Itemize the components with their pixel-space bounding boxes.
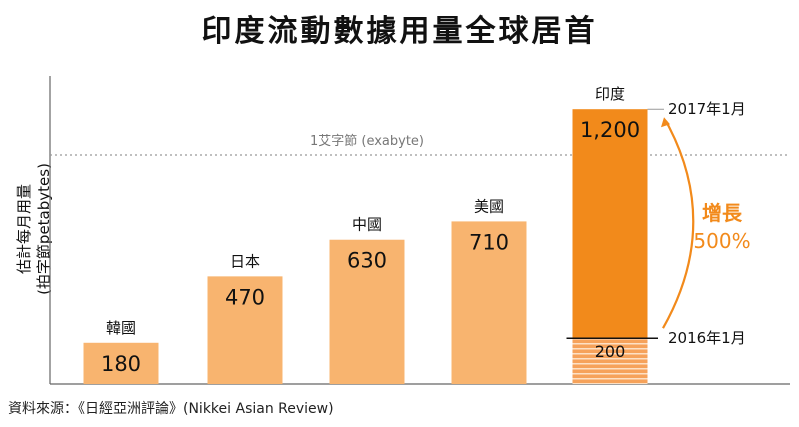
bar-4 xyxy=(451,221,527,384)
category-label-5: 印度 xyxy=(595,85,625,103)
growth-arrow-head xyxy=(661,117,670,128)
category-label-3: 中國 xyxy=(352,216,382,234)
bar-2 xyxy=(207,276,283,384)
baseline-value-label: 200 xyxy=(595,342,626,361)
source-note: 資料來源：《日經亞洲評論》(Nikkei Asian Review) xyxy=(8,401,334,417)
current-date-label: 2017年1月 xyxy=(668,100,746,118)
baseline-date-label: 2016年1月 xyxy=(668,329,746,347)
category-label-2: 日本 xyxy=(230,252,260,270)
reference-line-label: 1艾字節 (exabyte) xyxy=(310,134,424,149)
category-label-1: 韓國 xyxy=(106,319,136,337)
value-label-4: 710 xyxy=(469,230,509,254)
chart-title: 印度流動數據用量全球居首 xyxy=(201,14,598,49)
growth-arrow xyxy=(662,120,695,329)
category-label-4: 美國 xyxy=(474,197,504,215)
growth-label: 增長 xyxy=(702,201,743,225)
baseline-bar-segment xyxy=(572,338,648,384)
value-label-2: 470 xyxy=(225,285,265,309)
bar-1 xyxy=(83,342,159,384)
growth-percent: 500% xyxy=(693,229,750,253)
value-label-5: 1,200 xyxy=(580,118,640,142)
value-label-3: 630 xyxy=(347,249,387,273)
value-label-1: 180 xyxy=(101,352,141,376)
bar-3 xyxy=(329,239,405,384)
